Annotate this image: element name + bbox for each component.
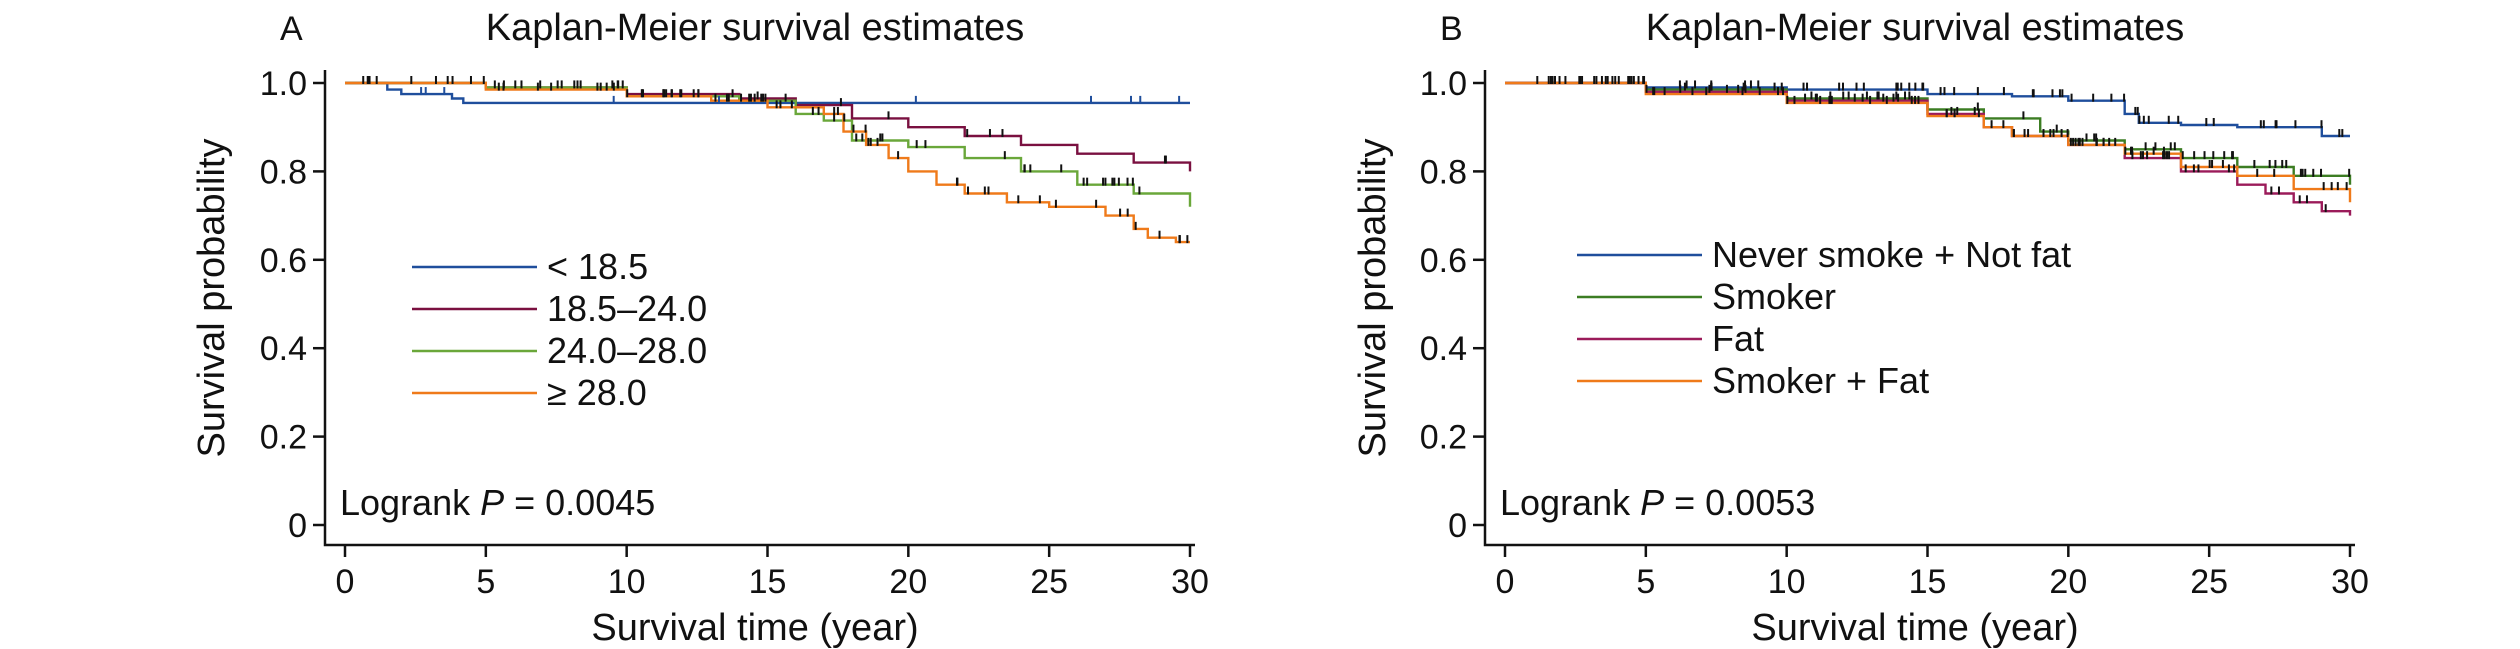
logrank-annotation: Logrank P = 0.0045 <box>340 482 655 523</box>
panel-a: A Kaplan-Meier survival estimates Surviv… <box>191 7 1209 649</box>
panel-b: B Kaplan-Meier survival estimates Surviv… <box>1352 7 2369 649</box>
legend-label: ≥ 28.0 <box>547 372 647 413</box>
x-tick-label: 20 <box>2049 563 2087 601</box>
axes <box>1483 70 2355 547</box>
legend-label: Fat <box>1712 318 1764 359</box>
x-tick-label: 30 <box>2331 563 2369 601</box>
panel-letter: B <box>1440 10 1463 48</box>
axes <box>323 70 1195 547</box>
logrank-value: = 0.0053 <box>1664 482 1815 523</box>
p-symbol: P <box>480 482 504 523</box>
x-tick-label: 0 <box>1496 563 1515 601</box>
x-ticks: 0 5 10 15 20 25 30 <box>336 545 1209 601</box>
km-curve-2 <box>1505 81 2352 185</box>
y-tick-label: 0.6 <box>260 242 307 280</box>
x-tick-label: 25 <box>1030 563 1068 601</box>
survival-curves <box>345 81 1192 244</box>
chart-title: Kaplan-Meier survival estimates <box>1646 7 2185 49</box>
legend-label: Smoker + Fat <box>1712 360 1929 401</box>
x-tick-label: 10 <box>1768 563 1806 601</box>
y-axis-label: Survival probability <box>1352 139 1394 458</box>
y-tick-label: 0.2 <box>1420 419 1467 457</box>
logrank-prefix: Logrank <box>340 482 480 523</box>
y-tick-label: 0 <box>1448 507 1467 545</box>
p-symbol: P <box>1640 482 1664 523</box>
logrank-prefix: Logrank <box>1500 482 1640 523</box>
legend: < 18.518.5–24.024.0–28.0≥ 28.0 <box>412 246 707 413</box>
x-tick-label: 5 <box>1636 563 1655 601</box>
x-tick-label: 15 <box>1909 563 1947 601</box>
km-curve-2 <box>345 81 1192 172</box>
x-tick-label: 30 <box>1171 563 1209 601</box>
logrank-value: = 0.0045 <box>504 482 655 523</box>
x-tick-label: 15 <box>749 563 787 601</box>
y-ticks: 0 0.2 0.4 0.6 0.8 1.0 <box>260 65 325 545</box>
censor-marks <box>362 76 1189 244</box>
panel-letter: A <box>280 10 303 48</box>
y-tick-label: 0 <box>288 507 307 545</box>
survival-curves <box>1505 81 2352 216</box>
x-tick-label: 10 <box>608 563 646 601</box>
legend-label: Never smoke + Not fat <box>1712 234 2071 275</box>
censor-marks <box>1536 76 2351 213</box>
x-tick-label: 20 <box>889 563 927 601</box>
y-tick-label: 0.4 <box>260 330 307 368</box>
y-tick-label: 0.6 <box>1420 242 1467 280</box>
legend-label: 24.0–28.0 <box>547 330 707 371</box>
legend-label: 18.5–24.0 <box>547 288 707 329</box>
x-tick-label: 0 <box>336 563 355 601</box>
y-tick-label: 0.8 <box>260 153 307 191</box>
x-axis-label: Survival time (year) <box>1751 607 2078 649</box>
y-tick-label: 0.4 <box>1420 330 1467 368</box>
y-tick-label: 1.0 <box>1420 65 1467 103</box>
y-ticks: 0 0.2 0.4 0.6 0.8 1.0 <box>1420 65 1485 545</box>
chart-title: Kaplan-Meier survival estimates <box>486 7 1025 49</box>
y-tick-label: 1.0 <box>260 65 307 103</box>
y-tick-label: 0.8 <box>1420 153 1467 191</box>
legend-label: < 18.5 <box>547 246 648 287</box>
x-tick-label: 25 <box>2190 563 2228 601</box>
km-curve-4 <box>345 81 1190 244</box>
x-tick-label: 5 <box>476 563 495 601</box>
y-axis-label: Survival probability <box>191 139 233 458</box>
y-tick-label: 0.2 <box>260 419 307 457</box>
legend-label: Smoker <box>1712 276 1836 317</box>
x-ticks: 0 5 10 15 20 25 30 <box>1496 545 2369 601</box>
logrank-annotation: Logrank P = 0.0053 <box>1500 482 1815 523</box>
x-axis-label: Survival time (year) <box>591 607 918 649</box>
